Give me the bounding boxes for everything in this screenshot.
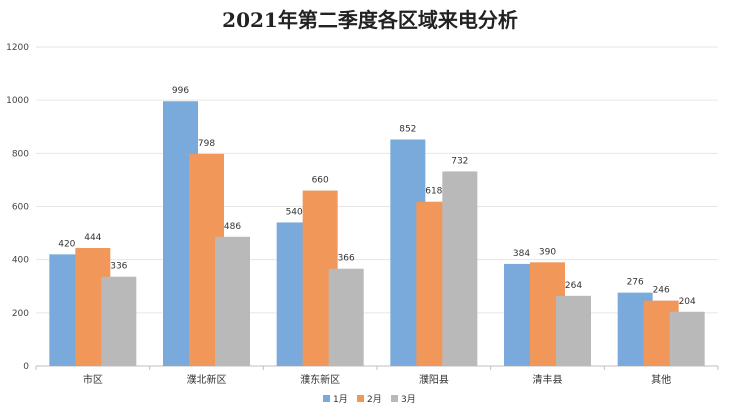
- legend-label: 1月: [333, 394, 348, 405]
- data-label: 390: [539, 247, 556, 257]
- data-label: 246: [653, 286, 670, 296]
- legend-swatch: [357, 395, 364, 402]
- category-label: 濮阳县: [419, 373, 449, 386]
- y-tick-label: 600: [12, 203, 29, 213]
- data-label: 444: [84, 233, 101, 243]
- y-tick-label: 800: [12, 149, 29, 159]
- category-label: 濮东新区: [300, 373, 340, 386]
- data-label: 798: [198, 139, 215, 149]
- bar: [556, 295, 591, 366]
- data-label: 366: [338, 254, 355, 264]
- bar: [328, 268, 364, 366]
- category-label: 市区: [83, 373, 103, 386]
- legend-swatch: [323, 395, 330, 402]
- data-label: 540: [286, 207, 303, 217]
- bar: [215, 236, 250, 366]
- legend-label: 2月: [367, 394, 382, 405]
- y-tick-label: 400: [12, 256, 29, 266]
- legend-label: 3月: [401, 394, 416, 405]
- data-label: 276: [627, 278, 644, 288]
- data-label: 732: [451, 156, 468, 166]
- data-label: 660: [312, 176, 329, 186]
- chart-title: 2021年第二季度各区域来电分析: [222, 8, 518, 32]
- y-tick-label: 1200: [6, 43, 29, 53]
- category-label: 濮北新区: [187, 373, 227, 386]
- data-label: 336: [110, 262, 127, 272]
- data-label: 486: [224, 222, 241, 232]
- bar: [101, 276, 137, 366]
- y-tick-label: 1000: [6, 96, 29, 106]
- category-label: 清丰县: [533, 373, 563, 386]
- data-label: 420: [58, 239, 75, 249]
- data-label: 618: [425, 187, 442, 197]
- data-label: 852: [399, 125, 416, 135]
- bar: [442, 171, 478, 366]
- category-label: 其他: [651, 373, 671, 386]
- data-label: 264: [565, 281, 582, 291]
- y-tick-label: 200: [12, 309, 29, 319]
- y-tick-label: 0: [23, 362, 29, 372]
- data-label: 384: [513, 249, 530, 259]
- bar: [669, 311, 705, 366]
- data-label: 204: [679, 297, 696, 307]
- legend-swatch: [391, 395, 398, 402]
- data-label: 996: [172, 86, 189, 96]
